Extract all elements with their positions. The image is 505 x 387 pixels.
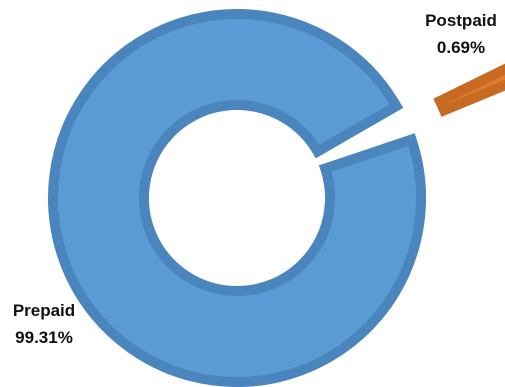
postpaid-value-label: 0.69%	[437, 38, 485, 57]
prepaid-name-label: Prepaid	[13, 301, 75, 320]
prepaid-value-label: 99.31%	[15, 328, 73, 347]
postpaid-name-label: Postpaid	[425, 11, 497, 30]
slice-prepaid	[48, 9, 426, 387]
slice-postpaid	[433, 63, 505, 117]
